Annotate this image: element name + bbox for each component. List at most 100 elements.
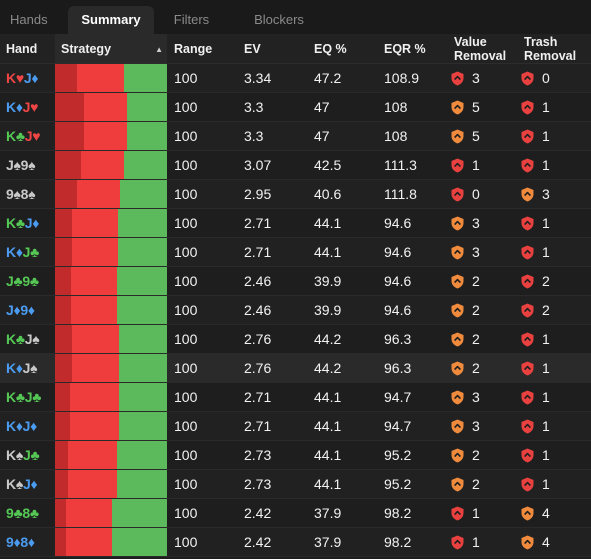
value-removal: 2 — [447, 354, 517, 382]
eq-value: 42.5 — [314, 157, 342, 173]
trash-removal: 2 — [517, 296, 591, 324]
hand-label: K♣ J♦ — [0, 209, 55, 237]
table-row[interactable]: K♣ J♥ 100 3.3 47 108 5 1 — [0, 122, 591, 151]
eqr-value: 111.3 — [384, 157, 417, 173]
shield-icon — [521, 71, 534, 85]
strategy-bar — [55, 499, 167, 527]
strategy-segment-dark-red — [55, 93, 84, 121]
column-header-ev[interactable]: EV — [244, 41, 261, 56]
strategy-segment-green — [118, 238, 167, 266]
table-row[interactable]: 9♦ 8♦ 100 2.42 37.9 98.2 1 4 — [0, 528, 591, 557]
column-header-trash-removal[interactable]: Trash Removal — [517, 34, 591, 63]
shield-icon — [451, 245, 464, 259]
ev-value: 2.95 — [244, 186, 272, 202]
ev-value: 2.71 — [244, 244, 272, 260]
value-removal: 3 — [447, 209, 517, 237]
column-header-value-removal-label: Value Removal — [454, 34, 507, 63]
eqr-value: 108.9 — [384, 70, 420, 86]
eqr-value: 95.2 — [384, 447, 412, 463]
table-row[interactable]: K♠ J♣ 100 2.73 44.1 95.2 2 1 — [0, 441, 591, 470]
value-removal-count: 2 — [472, 360, 480, 376]
column-header-hand[interactable]: Hand — [6, 41, 38, 56]
shield-icon — [521, 303, 534, 317]
eqr-value: 108 — [384, 128, 408, 144]
ev-value: 2.46 — [244, 273, 272, 289]
table-row[interactable]: K♦ J♠ 100 2.76 44.2 96.3 2 1 — [0, 354, 591, 383]
table-row[interactable]: K♠ J♦ 100 2.73 44.1 95.2 2 1 — [0, 470, 591, 499]
shield-icon — [451, 216, 464, 230]
eq-value: 37.9 — [314, 505, 342, 521]
card-diamonds: 8♦ — [20, 534, 35, 550]
card-clubs: J♣ — [22, 447, 40, 463]
card-hearts: K♥ — [6, 70, 24, 86]
strategy-bar — [55, 354, 167, 382]
value-removal: 1 — [447, 528, 517, 556]
table-row[interactable]: 9♠ 8♠ 100 2.95 40.6 111.8 0 3 — [0, 180, 591, 209]
eqr-value: 108 — [384, 99, 408, 115]
tab-blockers[interactable]: Blockers — [254, 12, 304, 27]
range-value: 100 — [174, 505, 198, 521]
table-row[interactable]: K♥ J♦ 100 3.34 47.2 108.9 3 0 — [0, 64, 591, 93]
trash-removal: 1 — [517, 238, 591, 266]
strategy-bar — [55, 383, 167, 411]
hand-label: 9♦ 8♦ — [0, 528, 55, 556]
tab-summary[interactable]: Summary — [68, 6, 154, 34]
card-diamonds: K♦ — [6, 418, 23, 434]
card-clubs: 9♣ — [6, 505, 23, 521]
trash-removal-count: 3 — [542, 186, 550, 202]
table-row[interactable]: K♣ J♠ 100 2.76 44.2 96.3 2 1 — [0, 325, 591, 354]
table-row[interactable]: J♣ 9♣ 100 2.46 39.9 94.6 2 2 — [0, 267, 591, 296]
strategy-bar — [55, 412, 167, 440]
value-removal: 1 — [447, 499, 517, 527]
table-row[interactable]: J♠ 9♠ 100 3.07 42.5 111.3 1 1 — [0, 151, 591, 180]
ev-value: 2.73 — [244, 476, 272, 492]
value-removal-count: 2 — [472, 273, 480, 289]
table-row[interactable]: J♦ 9♦ 100 2.46 39.9 94.6 2 2 — [0, 296, 591, 325]
range-value: 100 — [174, 157, 198, 173]
trash-removal-count: 1 — [542, 360, 550, 376]
shield-icon — [521, 187, 534, 201]
table-row[interactable]: K♣ J♦ 100 2.71 44.1 94.6 3 1 — [0, 209, 591, 238]
tab-hands[interactable]: Hands — [10, 12, 48, 27]
shield-icon — [521, 274, 534, 288]
shield-icon — [521, 361, 534, 375]
tab-filters[interactable]: Filters — [173, 12, 210, 27]
range-value: 100 — [174, 273, 198, 289]
hand-label: K♥ J♦ — [0, 64, 55, 92]
column-header-range[interactable]: Range — [174, 41, 213, 56]
eq-value: 39.9 — [314, 302, 342, 318]
card-clubs: 9♣ — [22, 273, 39, 289]
range-value: 100 — [174, 99, 198, 115]
trash-removal-count: 1 — [542, 99, 550, 115]
trash-removal-count: 1 — [542, 244, 550, 260]
eqr-value: 111.8 — [384, 186, 417, 202]
value-removal: 2 — [447, 325, 517, 353]
table-row[interactable]: K♦ J♦ 100 2.71 44.1 94.7 3 1 — [0, 412, 591, 441]
strategy-segment-dark-red — [55, 412, 70, 440]
column-header-value-removal[interactable]: Value Removal — [447, 34, 517, 63]
table-header: Hand Strategy ▲ Range EV EQ % EQR % Valu… — [0, 34, 591, 64]
table-row[interactable]: K♦ J♥ 100 3.3 47 108 5 1 — [0, 93, 591, 122]
trash-removal: 3 — [517, 180, 591, 208]
eqr-value: 98.2 — [384, 534, 412, 550]
range-value: 100 — [174, 331, 198, 347]
column-header-strategy[interactable]: Strategy ▲ — [55, 34, 167, 63]
table-row[interactable]: 9♣ 8♣ 100 2.42 37.9 98.2 1 4 — [0, 499, 591, 528]
strategy-segment-green — [119, 325, 167, 353]
value-removal: 0 — [447, 180, 517, 208]
strategy-segment-dark-red — [55, 238, 72, 266]
strategy-segment-green — [118, 209, 167, 237]
eq-value: 40.6 — [314, 186, 342, 202]
column-header-eq[interactable]: EQ % — [314, 41, 347, 56]
table-row[interactable]: K♦ J♣ 100 2.71 44.1 94.6 3 1 — [0, 238, 591, 267]
summary-table: Hand Strategy ▲ Range EV EQ % EQR % Valu… — [0, 34, 591, 557]
value-removal: 2 — [447, 267, 517, 295]
card-diamonds: K♦ — [6, 99, 23, 115]
trash-removal: 4 — [517, 528, 591, 556]
trash-removal: 1 — [517, 412, 591, 440]
table-row[interactable]: K♣ J♣ 100 2.71 44.1 94.7 3 1 — [0, 383, 591, 412]
column-header-eqr[interactable]: EQR % — [384, 41, 426, 56]
value-removal-count: 1 — [472, 534, 480, 550]
hand-label: J♣ 9♣ — [0, 267, 55, 295]
hand-label: J♦ 9♦ — [0, 296, 55, 324]
